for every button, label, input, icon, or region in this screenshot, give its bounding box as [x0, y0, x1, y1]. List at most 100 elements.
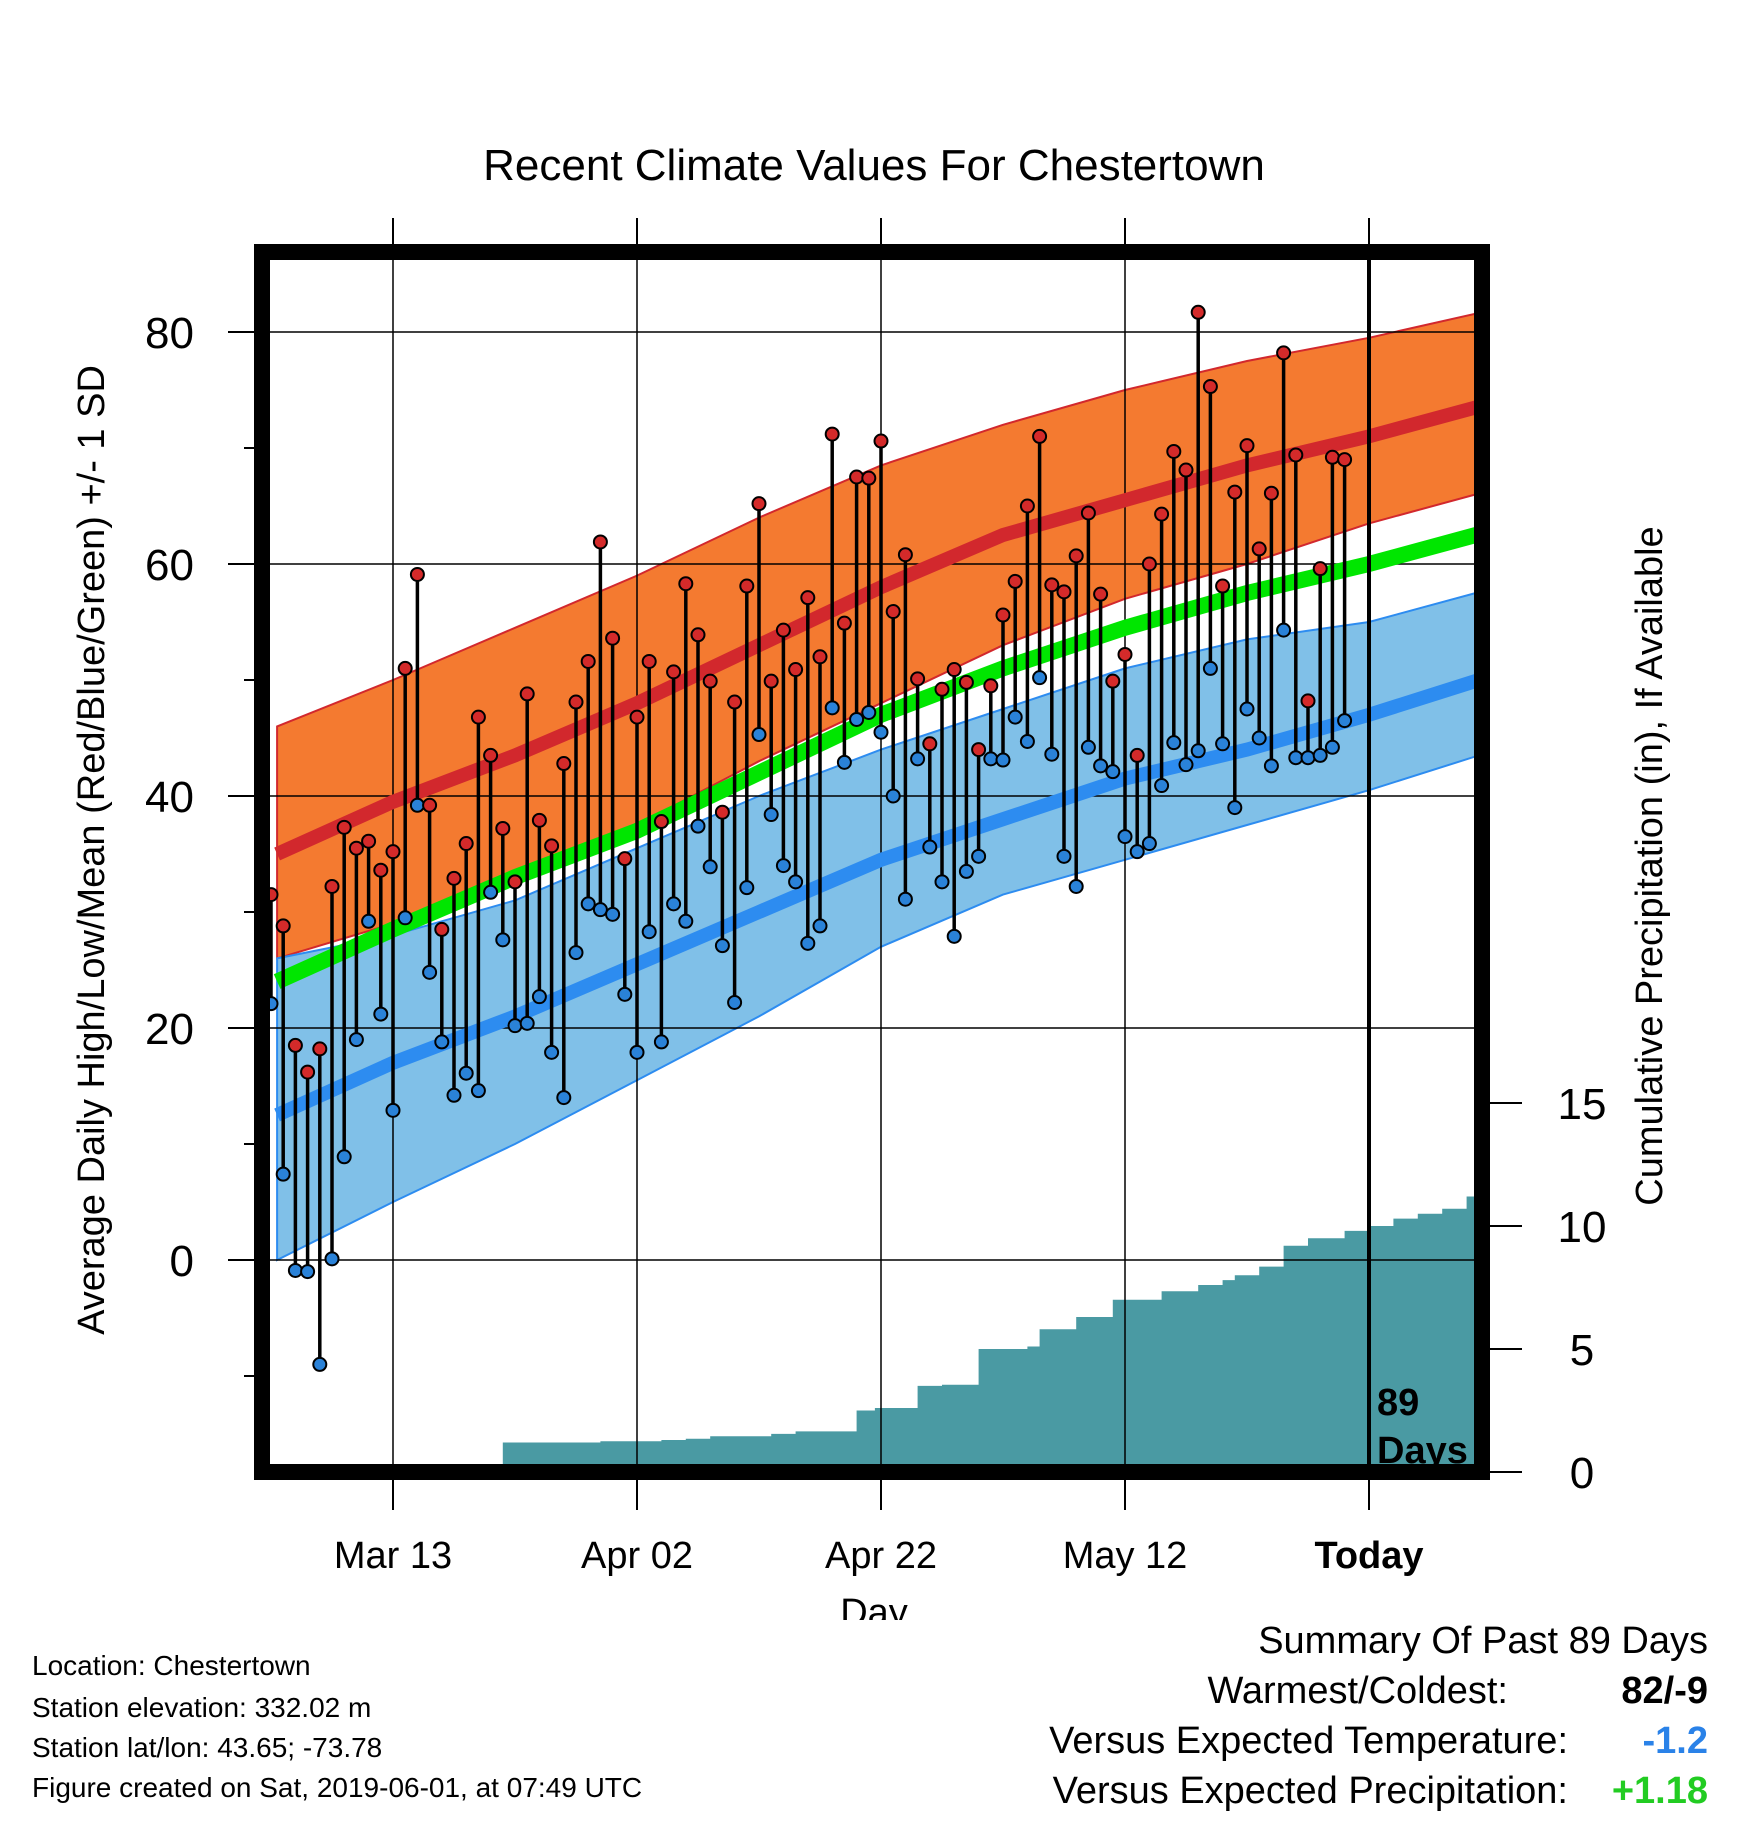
daily-low-point	[922, 839, 938, 855]
chart-title: Recent Climate Values For Chestertown	[483, 141, 1265, 190]
summary-title: Summary Of Past 89 Days	[1258, 1620, 1708, 1662]
daily-low-point	[275, 1166, 291, 1182]
daily-high-point	[422, 797, 438, 813]
daily-high-point	[1239, 438, 1255, 454]
daily-high-point	[1044, 577, 1060, 593]
x-tick-label: Apr 02	[581, 1535, 693, 1577]
daily-low-point	[641, 924, 657, 940]
daily-high-point	[1178, 462, 1194, 478]
summary-warmest-value: 82/-9	[1621, 1670, 1708, 1712]
summary-precip-value: +1.18	[1611, 1770, 1708, 1812]
daily-high-point	[434, 921, 450, 937]
y2-tick-label: 15	[1558, 1080, 1607, 1129]
daily-low-point	[1056, 848, 1072, 864]
footer-elevation: Station elevation: 332.02 m	[32, 1692, 372, 1723]
daily-low-point	[885, 788, 901, 804]
y-tick-label: 80	[145, 309, 194, 358]
daily-high-point	[702, 673, 718, 689]
daily-low-point	[653, 1034, 669, 1050]
daily-high-point	[531, 812, 547, 828]
daily-low-point	[1227, 800, 1243, 816]
daily-high-point	[861, 470, 877, 486]
daily-low-point	[1166, 735, 1182, 751]
daily-high-point	[336, 819, 352, 835]
daily-high-point	[580, 653, 596, 669]
y-tick-label: 60	[145, 541, 194, 590]
daily-low-point	[836, 754, 852, 770]
daily-low-point	[702, 859, 718, 875]
daily-low-point	[910, 751, 926, 767]
daily-low-point	[800, 935, 816, 951]
daily-high-point	[1263, 485, 1279, 501]
summary-temp-label: Versus Expected Temperature:	[1049, 1720, 1568, 1762]
daily-high-point	[1288, 447, 1304, 463]
daily-low-point	[763, 807, 779, 823]
daily-high-point	[1202, 379, 1218, 395]
daily-high-point	[1080, 505, 1096, 521]
x-tick-label: May 12	[1063, 1535, 1188, 1577]
daily-high-point	[1141, 556, 1157, 572]
daily-high-point	[1215, 578, 1231, 594]
daily-high-point	[1105, 673, 1121, 689]
daily-low-point	[1105, 764, 1121, 780]
daily-high-point	[751, 496, 767, 512]
daily-low-point	[531, 989, 547, 1005]
daily-low-point	[446, 1087, 462, 1103]
daily-high-point	[507, 874, 523, 890]
daily-low-point	[1129, 844, 1145, 860]
daily-high-point	[312, 1041, 328, 1057]
cumulative-precipitation-area	[277, 1196, 1482, 1472]
y2-tick-label: 0	[1570, 1449, 1594, 1498]
daily-high-point	[275, 918, 291, 934]
daily-high-point	[971, 742, 987, 758]
climate-chart: Recent Climate Values For Chestertown Ma…	[71, 141, 1671, 1620]
daily-low-point	[1019, 733, 1035, 749]
daily-high-point	[788, 662, 804, 678]
daily-low-point	[775, 858, 791, 874]
daily-low-point	[544, 1044, 560, 1060]
daily-low-point	[739, 880, 755, 896]
daily-high-point	[1312, 561, 1328, 577]
daily-low-point	[849, 711, 865, 727]
daily-high-point	[922, 736, 938, 752]
daily-high-point	[1276, 345, 1292, 361]
daily-low-point	[312, 1356, 328, 1372]
daily-high-point	[910, 671, 926, 687]
daily-high-point	[483, 747, 499, 763]
summary-row-temperature: Versus Expected Temperature: -1.2	[0, 1720, 1748, 1766]
daily-low-point	[690, 818, 706, 834]
footer-location: Location: Chestertown	[32, 1650, 311, 1681]
daily-high-point	[812, 649, 828, 665]
x-tick-label: Today	[1314, 1535, 1423, 1577]
daily-low-point	[1202, 660, 1218, 676]
daily-low-point	[556, 1090, 572, 1106]
daily-low-point	[629, 1044, 645, 1060]
daily-low-point	[1251, 730, 1267, 746]
daily-high-point	[727, 694, 743, 710]
daily-low-point	[727, 994, 743, 1010]
daily-high-point	[1166, 443, 1182, 459]
daily-high-point	[934, 681, 950, 697]
footer-latlon: Station lat/lon: 43.65; -73.78	[32, 1732, 383, 1763]
daily-high-point	[556, 756, 572, 772]
daily-high-point	[1190, 304, 1206, 320]
daily-low-point	[873, 724, 889, 740]
daily-low-point	[495, 932, 511, 948]
daily-high-point	[1019, 498, 1035, 514]
daily-high-point	[324, 878, 340, 894]
daily-high-point	[1300, 693, 1316, 709]
daily-high-point	[287, 1037, 303, 1053]
daily-high-point	[1032, 428, 1048, 444]
daily-low-point	[1007, 709, 1023, 725]
daily-low-point	[1300, 750, 1316, 766]
daily-high-point	[1007, 573, 1023, 589]
y2-axis-label: Cumulative Precipitation (in), If Availa…	[1629, 526, 1671, 1205]
summary-row-precipitation: Versus Expected Precipitation: +1.18	[0, 1770, 1748, 1816]
today-days-label: 89	[1377, 1382, 1419, 1424]
daily-low-point	[1032, 670, 1048, 686]
daily-high-point	[544, 838, 560, 854]
summary-warmest-label: Warmest/Coldest:	[1207, 1670, 1508, 1712]
daily-low-point	[287, 1262, 303, 1278]
daily-low-point	[397, 910, 413, 926]
daily-low-point	[373, 1006, 389, 1022]
